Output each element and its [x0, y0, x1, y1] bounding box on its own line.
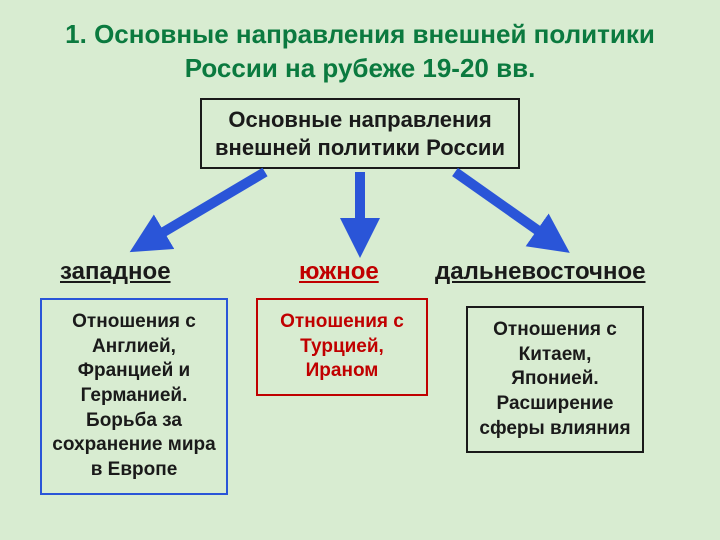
direction-label-south: южное	[299, 258, 379, 286]
direction-box-west: Отношения с Англией, Францией и Германие…	[40, 298, 228, 495]
slide-title: 1. Основные направления внешней политики…	[0, 0, 720, 96]
direction-box-east: Отношения с Китаем, Японией. Расширение …	[466, 306, 644, 453]
arrow-east	[455, 172, 560, 246]
root-box: Основные направления внешней политики Ро…	[200, 98, 520, 169]
direction-box-south: Отношения с Турцией, Ираном	[256, 298, 428, 396]
direction-label-west: западное	[60, 258, 171, 286]
arrow-west	[140, 172, 265, 246]
direction-label-east: дальневосточное	[435, 258, 646, 286]
